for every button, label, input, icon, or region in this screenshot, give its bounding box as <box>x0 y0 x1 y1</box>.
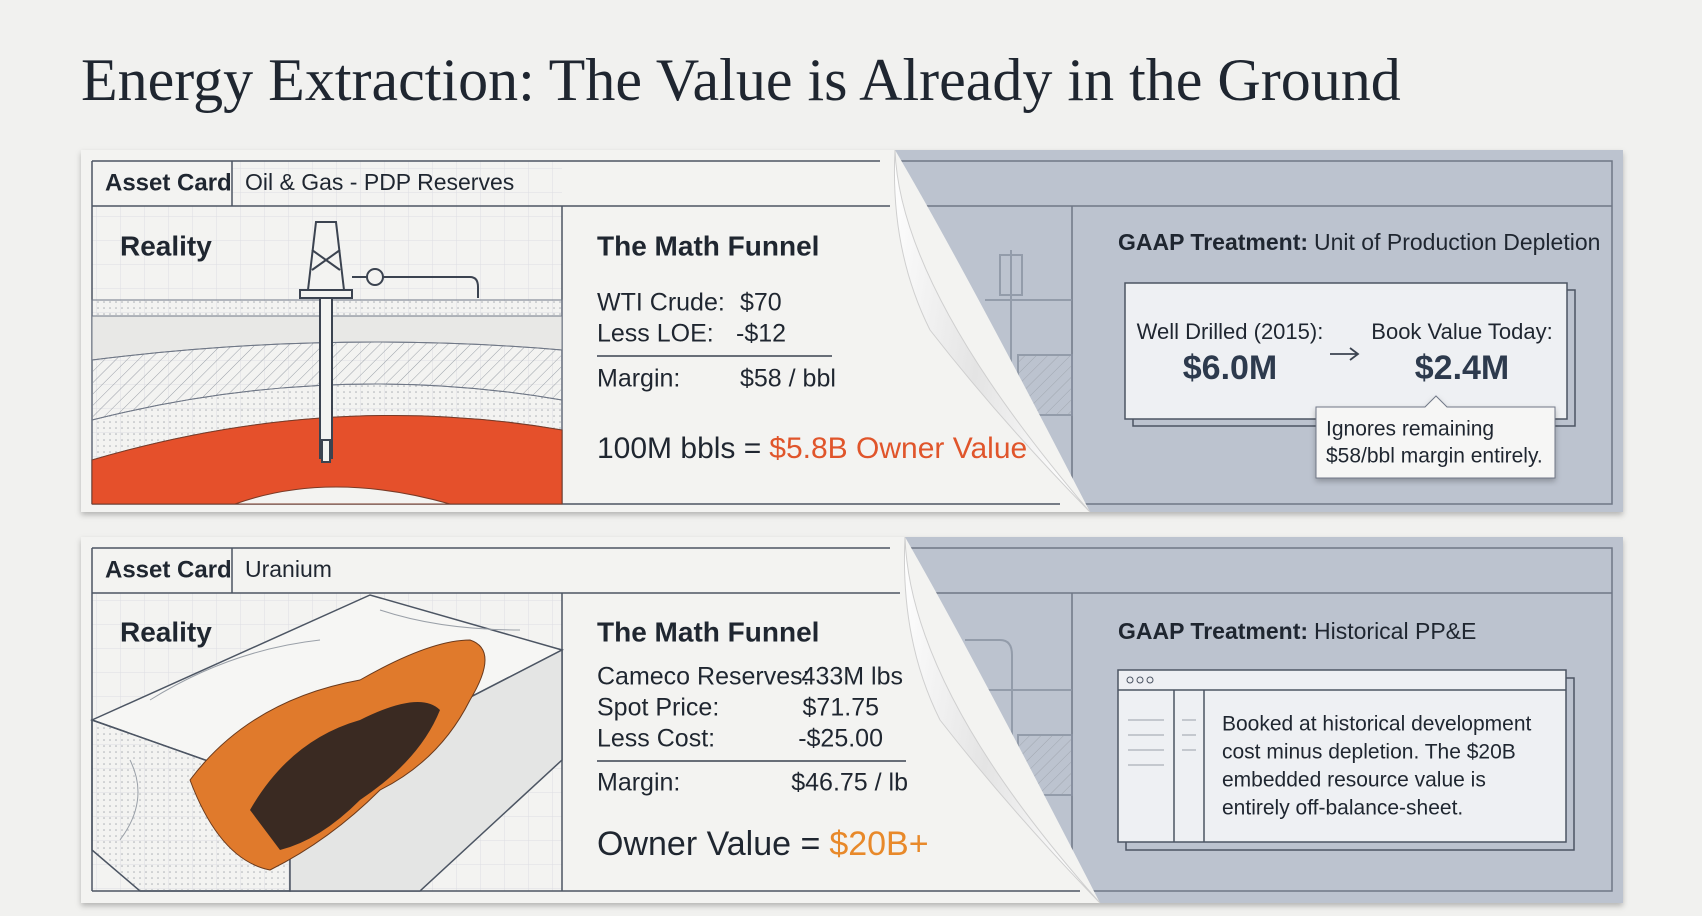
to-value: $2.4M <box>1415 349 1510 387</box>
margin-label: Margin: <box>597 365 680 393</box>
note-line: embedded resource value is <box>1222 769 1486 792</box>
margin-label: Margin: <box>597 769 680 797</box>
funnel-label: Less LOE: <box>597 320 714 348</box>
note-line: cost minus depletion. The $20B <box>1222 741 1516 764</box>
uranium-illustration <box>89 594 565 892</box>
result-prefix: 100M bbls = <box>597 432 761 465</box>
reality-label: Reality <box>120 616 212 647</box>
funnel-label: Cameco Reserves: <box>597 663 810 691</box>
note-line: entirely off-balance-sheet. <box>1222 797 1463 820</box>
from-label: Well Drilled (2015): <box>1137 319 1324 344</box>
gaap-method: Unit of Production Depletion <box>1314 229 1600 255</box>
oil-illustration <box>91 221 563 505</box>
page-title: Energy Extraction: The Value is Already … <box>81 47 1401 113</box>
note-line: $58/bbl margin entirely. <box>1326 445 1543 468</box>
funnel-label: Spot Price: <box>597 694 719 722</box>
card-label: Asset Card <box>105 169 232 196</box>
gaap-label: GAAP Treatment: <box>1118 229 1308 255</box>
asset-card: Asset Card Oil & Gas - PDP Reserves Real… <box>81 149 1623 513</box>
note-line: Booked at historical development <box>1222 713 1532 736</box>
reality-label: Reality <box>120 230 212 261</box>
result-value: $20B+ <box>829 825 928 863</box>
funnel-value: -$12 <box>736 320 786 348</box>
card-label: Asset Card <box>105 556 232 583</box>
note-line: Ignores remaining <box>1326 418 1494 441</box>
funnel-value: 433M lbs <box>802 663 903 691</box>
gaap-method: Historical PP&E <box>1314 618 1476 644</box>
funnel-title: The Math Funnel <box>597 616 819 647</box>
asset-card: Asset Card Uranium Reality The Math Funn… <box>81 536 1623 904</box>
gaap-label: GAAP Treatment: <box>1118 618 1308 644</box>
funnel-label: WTI Crude: <box>597 289 725 317</box>
funnel-value: -$25.00 <box>798 725 883 753</box>
result-value: $5.8B Owner Value <box>769 432 1027 465</box>
from-value: $6.0M <box>1183 349 1278 387</box>
to-label: Book Value Today: <box>1371 319 1552 344</box>
asset-name: Uranium <box>245 556 332 582</box>
margin-value: $46.75 / lb <box>791 769 908 797</box>
result-prefix: Owner Value = <box>597 825 820 863</box>
funnel-value: $71.75 <box>803 694 879 722</box>
funnel-label: Less Cost: <box>597 725 715 753</box>
funnel-title: The Math Funnel <box>597 230 819 261</box>
funnel-value: $70 <box>740 289 782 317</box>
margin-value: $58 / bbl <box>740 365 836 393</box>
asset-name: Oil & Gas - PDP Reserves <box>245 169 514 195</box>
